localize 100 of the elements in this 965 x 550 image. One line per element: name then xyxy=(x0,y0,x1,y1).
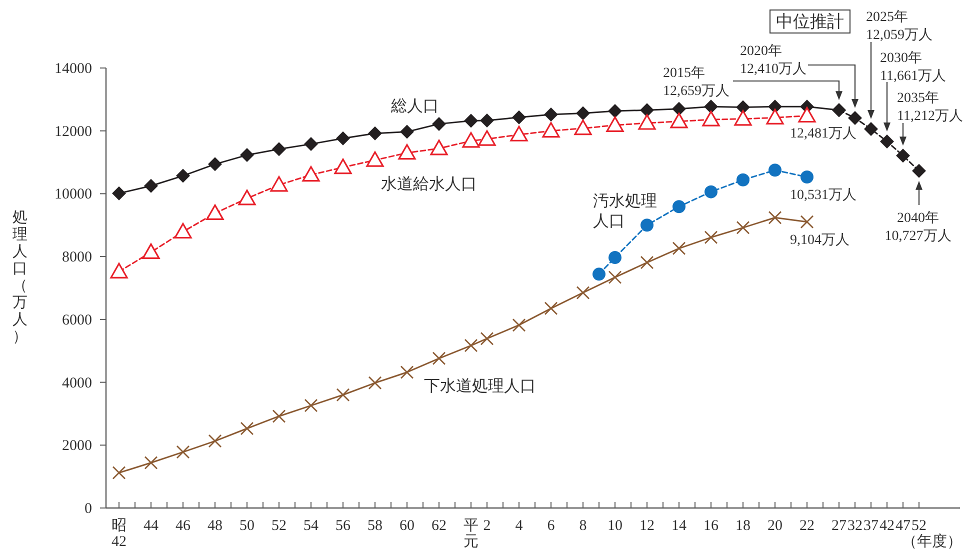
point xyxy=(640,218,654,232)
y-tick-label: 12000 xyxy=(54,124,92,140)
point xyxy=(304,137,318,152)
point xyxy=(766,108,784,124)
x-tick-label: 14 xyxy=(672,518,687,534)
point xyxy=(640,256,654,270)
x-tick-label: 52 xyxy=(272,518,286,534)
y-tick-label: 14000 xyxy=(54,61,92,77)
point xyxy=(640,103,654,118)
point xyxy=(880,134,894,149)
point xyxy=(672,200,686,214)
annotation: 2030年 11,661万人 xyxy=(880,50,946,84)
annotation: 2015年 12,659万人 xyxy=(663,65,730,99)
series-label: 下水道処理人口 xyxy=(424,377,536,395)
point xyxy=(512,110,526,124)
point xyxy=(368,126,382,140)
box-note: 中位推計 xyxy=(770,10,850,34)
annotation: 2035年 11,212万人 xyxy=(897,90,963,124)
series-label: 総人口 xyxy=(390,98,439,115)
data-label: 10,531万人 xyxy=(790,187,856,204)
point xyxy=(176,445,190,459)
point xyxy=(110,262,128,278)
point xyxy=(542,122,560,138)
point xyxy=(176,168,190,183)
point xyxy=(334,158,352,174)
point xyxy=(112,186,126,200)
point xyxy=(800,170,814,184)
point xyxy=(432,352,446,366)
point xyxy=(798,106,816,123)
y-tick-label: 4000 xyxy=(62,375,92,392)
point xyxy=(208,157,222,172)
point xyxy=(592,268,606,281)
point xyxy=(768,210,782,224)
point xyxy=(608,270,622,284)
x-tick-label: 60 xyxy=(400,518,414,534)
x-tick-label: 52 xyxy=(912,518,926,534)
point xyxy=(464,338,478,352)
x-tick-label: 32 xyxy=(848,518,862,534)
point xyxy=(704,185,718,198)
point xyxy=(704,100,718,114)
point xyxy=(112,466,126,480)
point xyxy=(544,108,558,122)
point xyxy=(432,116,446,131)
point xyxy=(272,410,286,423)
point xyxy=(736,220,750,234)
x-tick-label: 2 xyxy=(483,518,491,534)
x-tick-label: 4 xyxy=(515,518,524,534)
point xyxy=(768,164,782,177)
x-tick-label: 6 xyxy=(547,518,556,534)
point xyxy=(430,140,448,156)
point xyxy=(704,230,718,244)
y-tick-label: 8000 xyxy=(62,250,92,266)
point xyxy=(832,103,846,118)
point xyxy=(400,366,414,379)
point xyxy=(672,102,686,116)
point xyxy=(478,130,496,146)
x-tick-label: 22 xyxy=(800,518,814,534)
point xyxy=(238,190,256,206)
y-axis-title: 処理人口（万人） xyxy=(12,210,28,345)
point xyxy=(576,286,590,300)
x-tick-label: 12 xyxy=(640,518,654,534)
point xyxy=(208,434,222,448)
x-tick-label: 48 xyxy=(208,518,222,534)
point xyxy=(272,142,286,156)
x-tick-label: 昭42 xyxy=(112,518,126,550)
point xyxy=(638,114,656,130)
point xyxy=(400,124,414,139)
point xyxy=(480,113,494,128)
point xyxy=(606,116,624,132)
data-label: 12,481万人 xyxy=(790,126,856,142)
point xyxy=(302,166,320,182)
point xyxy=(142,243,160,259)
x-tick-label: 42 xyxy=(880,518,894,534)
x-tick-label: 58 xyxy=(368,518,382,534)
point xyxy=(896,148,910,163)
point xyxy=(336,131,350,146)
point xyxy=(734,110,752,126)
x-tick-label: 47 xyxy=(896,518,911,534)
annotation: 2020年 12,410万人 xyxy=(740,43,806,77)
point xyxy=(366,151,384,167)
x-tick-label: 46 xyxy=(176,518,191,534)
point xyxy=(510,126,528,142)
point xyxy=(800,215,814,229)
point xyxy=(462,132,480,148)
x-tick-label: 37 xyxy=(864,518,879,534)
x-tick-label: 平元 xyxy=(464,518,478,550)
point xyxy=(240,422,254,436)
point xyxy=(144,178,158,193)
point xyxy=(608,251,622,264)
point xyxy=(336,388,350,402)
x-tick-label: 62 xyxy=(432,518,446,534)
point xyxy=(512,318,526,332)
point xyxy=(480,332,494,346)
point xyxy=(206,204,224,220)
text: 2025年 12,059万人 xyxy=(866,9,932,43)
y-tick-label: 6000 xyxy=(62,312,92,328)
point xyxy=(464,114,478,128)
x-tick-label: 56 xyxy=(336,518,351,534)
point xyxy=(174,222,192,239)
point xyxy=(912,164,926,178)
